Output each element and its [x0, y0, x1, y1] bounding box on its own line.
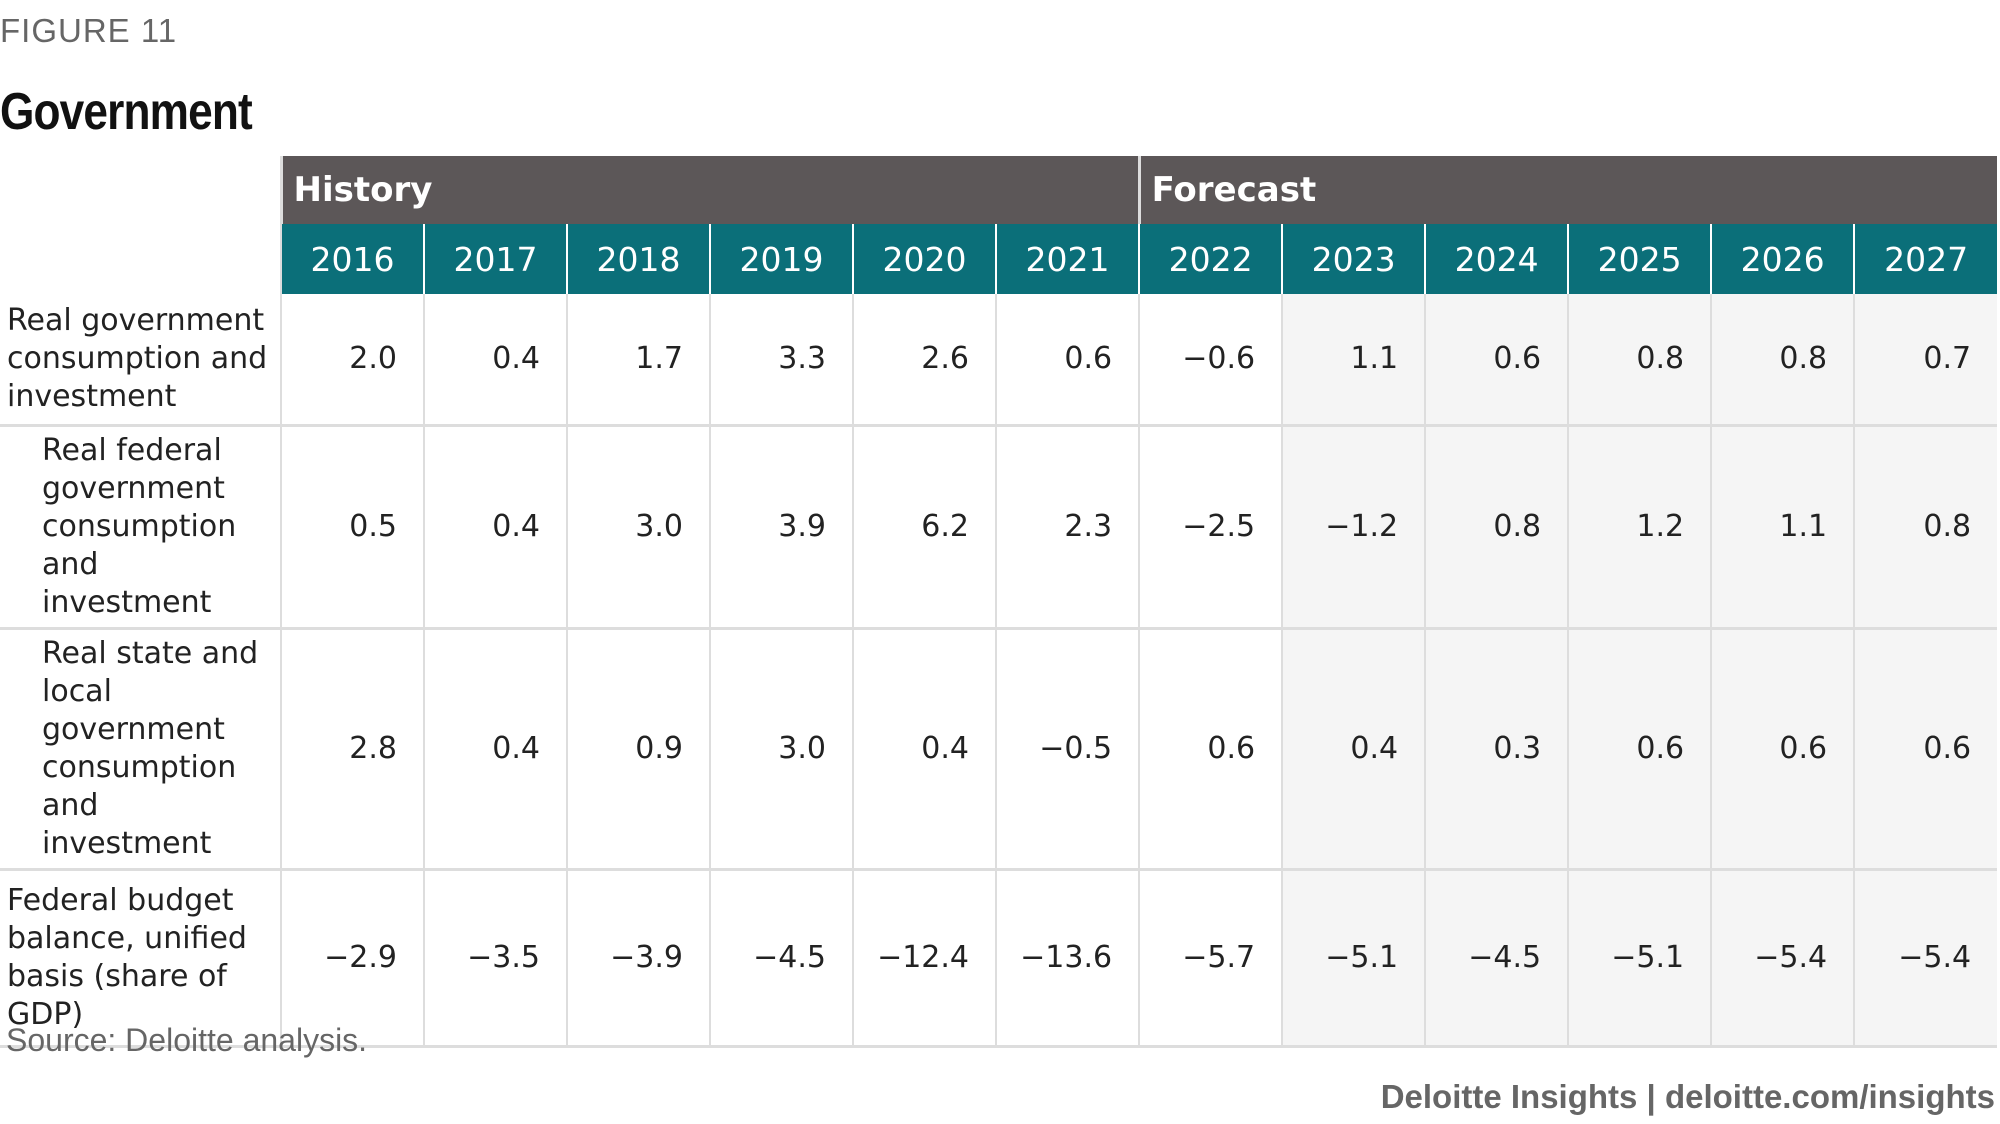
- value-cell: 0.3: [1424, 628, 1569, 871]
- year-header: 2024: [1424, 224, 1569, 294]
- value-cell: 0.6: [1138, 628, 1283, 871]
- value-cell: −3.5: [423, 869, 567, 1048]
- value-cell: −13.6: [994, 869, 1140, 1048]
- value-cell: −12.4: [852, 869, 996, 1048]
- value-cell: 0.8: [1567, 294, 1712, 427]
- value-cell: 0.9: [566, 628, 710, 871]
- value-cell: −5.1: [1567, 869, 1712, 1048]
- value-cell: 0.6: [1567, 628, 1712, 871]
- figure-label: FIGURE 11: [0, 12, 178, 49]
- year-header: 2020: [852, 224, 996, 294]
- value-cell: −5.7: [1138, 869, 1283, 1048]
- value-cell: 2.8: [280, 628, 424, 871]
- value-cell: 1.7: [566, 294, 710, 427]
- value-cell: 0.6: [1424, 294, 1569, 427]
- source: Source: Deloitte analysis.: [6, 1022, 368, 1058]
- value-cell: 3.9: [709, 425, 853, 630]
- table-row: Federal budget balance, unified basis (s…: [0, 869, 1998, 1048]
- value-cell: 0.8: [1710, 294, 1855, 427]
- value-cell: 1.1: [1281, 294, 1426, 427]
- value-cell: 0.4: [1281, 628, 1426, 871]
- value-cell: 0.4: [423, 425, 567, 630]
- value-cell: 6.2: [852, 425, 996, 630]
- value-cell: −2.5: [1138, 425, 1283, 630]
- value-cell: 1.1: [1710, 425, 1855, 630]
- year-row: 2016 2017 2018 2019 2020 2021 2022 2023 2024 2025…: [0, 224, 1998, 294]
- year-header: 2022: [1138, 224, 1283, 294]
- value-cell: 0.4: [423, 628, 567, 871]
- year-header: 2025: [1567, 224, 1712, 294]
- value-cell: −1.2: [1281, 425, 1426, 630]
- table-row: Real federal government consumption and …: [0, 425, 1998, 630]
- year-header: 2026: [1710, 224, 1855, 294]
- value-cell: 1.2: [1567, 425, 1712, 630]
- year-header: 2021: [994, 224, 1140, 294]
- row-label: Federal budget balance, unified basis (s…: [0, 869, 282, 1048]
- value-cell: 2.0: [280, 294, 424, 427]
- value-cell: 3.3: [709, 294, 853, 427]
- value-cell: 0.4: [852, 628, 996, 871]
- group-header: Forecast: [1137, 156, 1998, 224]
- value-cell: −0.6: [1138, 294, 1283, 427]
- year-header: 2027: [1853, 224, 1998, 294]
- value-cell: −5.4: [1853, 869, 1998, 1048]
- row-label: Real federal government consumption and …: [0, 425, 282, 630]
- value-cell: 3.0: [566, 425, 710, 630]
- group-header: History: [279, 156, 1140, 224]
- year-header: 2019: [709, 224, 853, 294]
- title: Government: [0, 83, 253, 141]
- value-cell: 0.6: [1710, 628, 1855, 871]
- row-label: Real government consumption and investme…: [0, 294, 282, 427]
- value-cell: −4.5: [709, 869, 853, 1048]
- value-cell: 2.6: [852, 294, 996, 427]
- year-header: 2018: [566, 224, 710, 294]
- value-cell: −5.4: [1710, 869, 1855, 1048]
- year-header: 2016: [280, 224, 424, 294]
- year-header: 2017: [423, 224, 567, 294]
- credit: Deloitte Insights | deloitte.com/insight…: [1380, 1078, 1995, 1115]
- value-cell: 2.3: [994, 425, 1140, 630]
- value-cell: 0.7: [1853, 294, 1998, 427]
- row-label: Real state and local government consumpt…: [0, 628, 282, 871]
- group-row: History Forecast: [0, 156, 1998, 294]
- value-cell: 0.8: [1853, 425, 1998, 630]
- blank-cell: [0, 156, 282, 294]
- value-cell: −0.5: [994, 628, 1140, 871]
- value-cell: 0.4: [423, 294, 567, 427]
- value-cell: 0.5: [280, 425, 424, 630]
- year-header: 2023: [1281, 224, 1426, 294]
- value-cell: −4.5: [1424, 869, 1569, 1048]
- value-cell: 0.6: [1853, 628, 1998, 871]
- table-row: Real state and local government consumpt…: [0, 628, 1998, 871]
- value-cell: −5.1: [1281, 869, 1426, 1048]
- value-cell: −2.9: [280, 869, 424, 1048]
- value-cell: 3.0: [709, 628, 853, 871]
- data-table: History Forecast 2016 2017 2018 2019 2020 2021 2…: [0, 156, 1998, 1048]
- table-row: Real government consumption and investme…: [0, 294, 1998, 427]
- value-cell: −3.9: [566, 869, 710, 1048]
- value-cell: 0.8: [1424, 425, 1569, 630]
- value-cell: 0.6: [994, 294, 1140, 427]
